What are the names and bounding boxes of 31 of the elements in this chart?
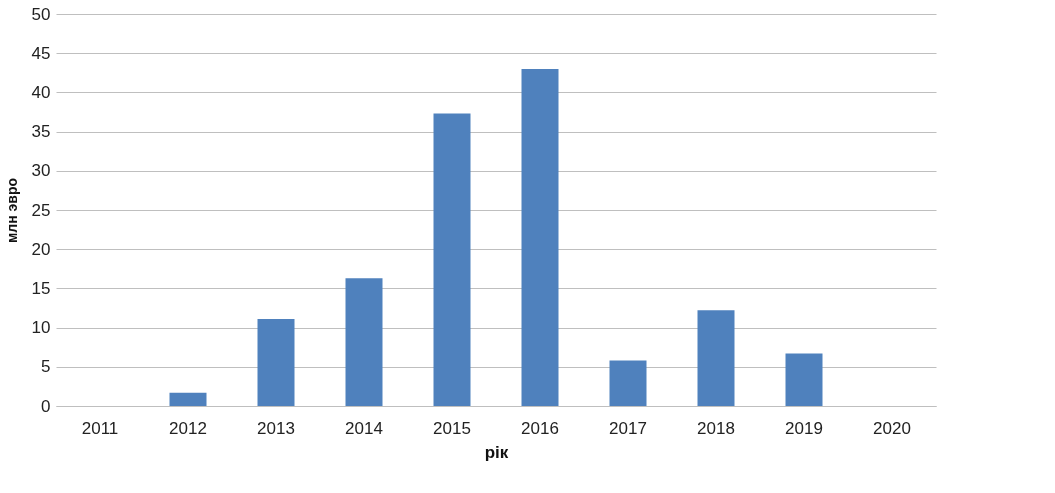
bar: [697, 310, 735, 406]
x-tick-label: 2017: [609, 418, 647, 438]
x-tick-label: 2013: [257, 418, 295, 438]
x-tick-label: 2018: [697, 418, 735, 438]
x-axis-title: рік: [484, 442, 509, 462]
y-tick-label: 50: [31, 4, 51, 24]
bar: [609, 360, 647, 406]
y-axis-title: млн эвро: [3, 177, 20, 244]
y-tick-label: 30: [31, 161, 51, 181]
bar: [169, 392, 207, 406]
y-tick-label: 10: [31, 318, 51, 338]
x-tick-label: 2011: [81, 418, 119, 438]
x-tick-label: 2015: [433, 418, 471, 438]
x-tick-label: 2020: [873, 418, 911, 438]
y-tick-label: 15: [31, 278, 51, 298]
y-tick-label: 20: [31, 239, 51, 259]
x-tick-label: 2014: [345, 418, 383, 438]
x-tick-label: 2019: [785, 418, 823, 438]
bar: [345, 278, 383, 406]
y-tick-label: 45: [31, 43, 51, 63]
bar: [257, 318, 295, 406]
y-tick-label: 25: [31, 200, 51, 220]
bar: [433, 113, 471, 406]
bar: [785, 353, 823, 406]
x-tick-label: 2012: [169, 418, 207, 438]
y-tick-label: 40: [31, 82, 51, 102]
y-tick-label: 5: [41, 357, 51, 377]
bar: [521, 68, 559, 406]
y-tick-label: 35: [31, 122, 51, 142]
x-tick-label: 2016: [521, 418, 559, 438]
y-tick-label: 0: [41, 396, 51, 416]
